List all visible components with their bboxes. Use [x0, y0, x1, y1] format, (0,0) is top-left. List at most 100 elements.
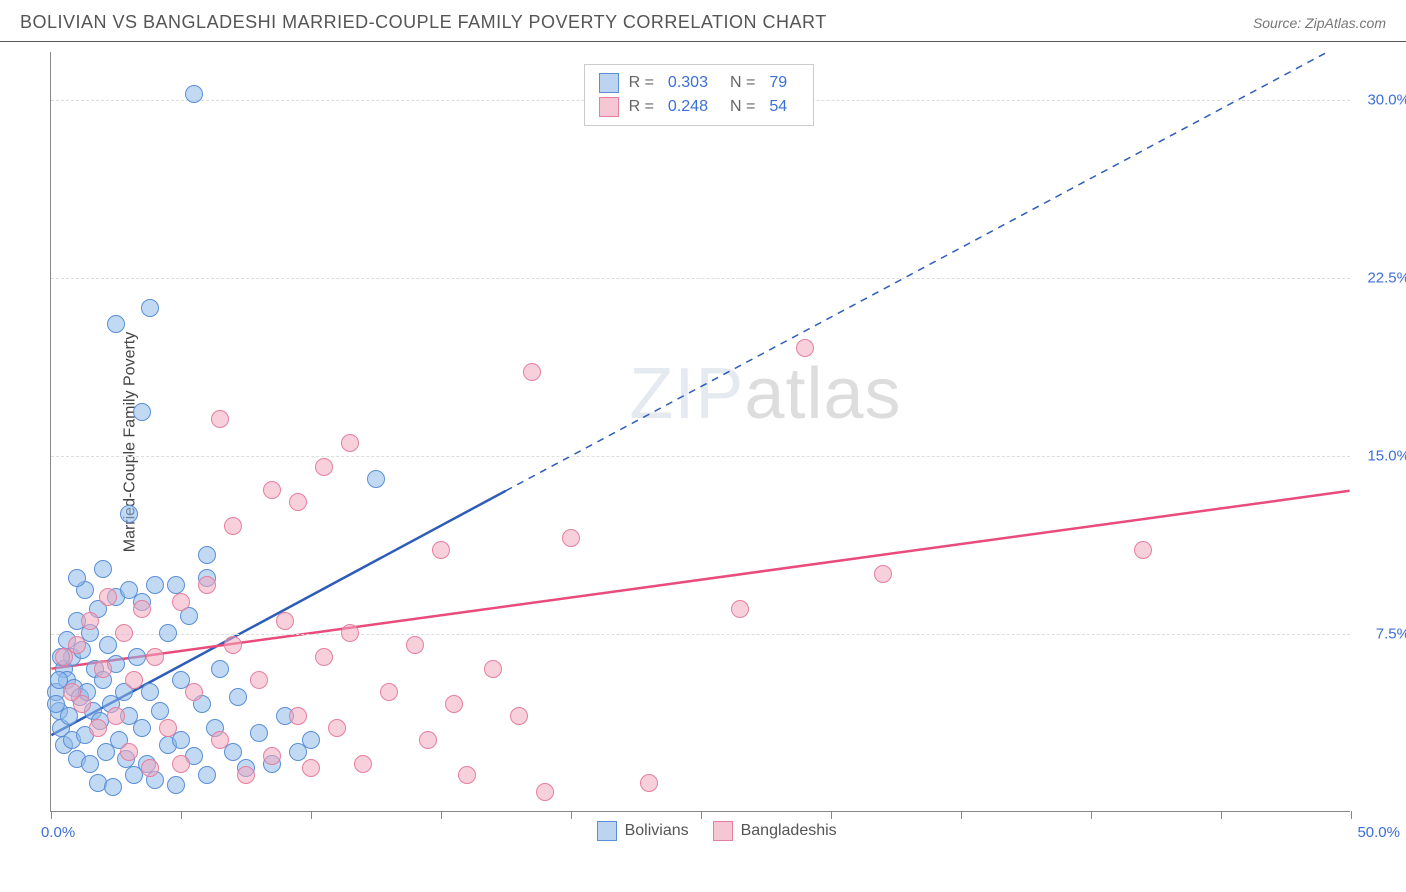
x-axis-min-label: 0.0% — [41, 824, 75, 841]
data-point — [406, 636, 424, 654]
x-tick — [1221, 811, 1222, 819]
data-point — [120, 505, 138, 523]
x-axis-max-label: 50.0% — [1357, 824, 1400, 841]
chart-header: BOLIVIAN VS BANGLADESHI MARRIED-COUPLE F… — [0, 0, 1406, 42]
data-point — [874, 565, 892, 583]
data-point — [250, 671, 268, 689]
data-point — [354, 755, 372, 773]
x-tick — [831, 811, 832, 819]
data-point — [419, 731, 437, 749]
legend-item-bolivians: Bolivians — [597, 821, 689, 841]
legend-row-bolivians: R = 0.303 N = 79 — [599, 71, 800, 95]
data-point — [432, 541, 450, 559]
n-value: 54 — [769, 98, 787, 116]
data-point — [159, 719, 177, 737]
chart-title: BOLIVIAN VS BANGLADESHI MARRIED-COUPLE F… — [20, 12, 827, 33]
data-point — [224, 517, 242, 535]
watermark-atlas: atlas — [744, 354, 901, 434]
data-point — [224, 636, 242, 654]
data-point — [172, 755, 190, 773]
data-point — [536, 783, 554, 801]
data-point — [211, 660, 229, 678]
watermark: ZIPatlas — [629, 353, 901, 435]
watermark-zip: ZIP — [629, 354, 744, 434]
chart-container: Married-Couple Family Poverty ZIPatlas R… — [50, 42, 1380, 842]
data-point — [250, 724, 268, 742]
data-point — [796, 339, 814, 357]
data-point — [133, 600, 151, 618]
data-point — [141, 759, 159, 777]
data-point — [167, 776, 185, 794]
legend-swatch — [713, 821, 733, 841]
data-point — [510, 707, 528, 725]
data-point — [562, 529, 580, 547]
x-tick — [181, 811, 182, 819]
data-point — [104, 778, 122, 796]
data-point — [640, 774, 658, 792]
data-point — [133, 403, 151, 421]
data-point — [341, 624, 359, 642]
x-tick — [311, 811, 312, 819]
data-point — [133, 719, 151, 737]
data-point — [68, 636, 86, 654]
data-point — [185, 85, 203, 103]
data-point — [276, 612, 294, 630]
data-point — [73, 695, 91, 713]
data-point — [731, 600, 749, 618]
gridline — [51, 278, 1350, 279]
data-point — [146, 648, 164, 666]
legend-swatch — [599, 97, 619, 117]
data-point — [89, 719, 107, 737]
data-point — [198, 546, 216, 564]
data-point — [484, 660, 502, 678]
y-tick-label: 30.0% — [1367, 91, 1406, 108]
legend-item-bangladeshis: Bangladeshis — [713, 821, 837, 841]
x-tick — [961, 811, 962, 819]
data-point — [237, 766, 255, 784]
data-point — [125, 671, 143, 689]
data-point — [167, 576, 185, 594]
series-legend: Bolivians Bangladeshis — [597, 821, 837, 841]
x-tick — [701, 811, 702, 819]
legend-label: Bangladeshis — [741, 822, 837, 840]
y-tick-label: 15.0% — [1367, 447, 1406, 464]
n-value: 79 — [769, 74, 787, 92]
data-point — [128, 648, 146, 666]
data-point — [68, 569, 86, 587]
data-point — [99, 636, 117, 654]
x-tick — [1091, 811, 1092, 819]
r-label: R = — [629, 74, 654, 92]
correlation-legend: R = 0.303 N = 79 R = 0.248 N = 54 — [584, 64, 815, 126]
y-tick-label: 7.5% — [1376, 625, 1406, 642]
data-point — [81, 755, 99, 773]
data-point — [302, 759, 320, 777]
x-tick — [441, 811, 442, 819]
data-point — [198, 576, 216, 594]
data-point — [115, 624, 133, 642]
data-point — [263, 747, 281, 765]
data-point — [107, 707, 125, 725]
data-point — [47, 695, 65, 713]
gridline — [51, 634, 1350, 635]
y-tick-label: 22.5% — [1367, 269, 1406, 286]
data-point — [172, 593, 190, 611]
gridline — [51, 456, 1350, 457]
data-point — [315, 458, 333, 476]
x-tick — [571, 811, 572, 819]
data-point — [141, 299, 159, 317]
data-point — [302, 731, 320, 749]
data-point — [341, 434, 359, 452]
x-tick — [1351, 811, 1352, 819]
n-label: N = — [730, 74, 755, 92]
data-point — [289, 493, 307, 511]
legend-swatch — [597, 821, 617, 841]
data-point — [151, 702, 169, 720]
plot-area: ZIPatlas R = 0.303 N = 79 R = 0.248 N = … — [50, 52, 1350, 812]
data-point — [81, 612, 99, 630]
data-point — [523, 363, 541, 381]
legend-row-bangladeshis: R = 0.248 N = 54 — [599, 95, 800, 119]
data-point — [367, 470, 385, 488]
data-point — [458, 766, 476, 784]
r-value: 0.303 — [668, 74, 708, 92]
data-point — [445, 695, 463, 713]
